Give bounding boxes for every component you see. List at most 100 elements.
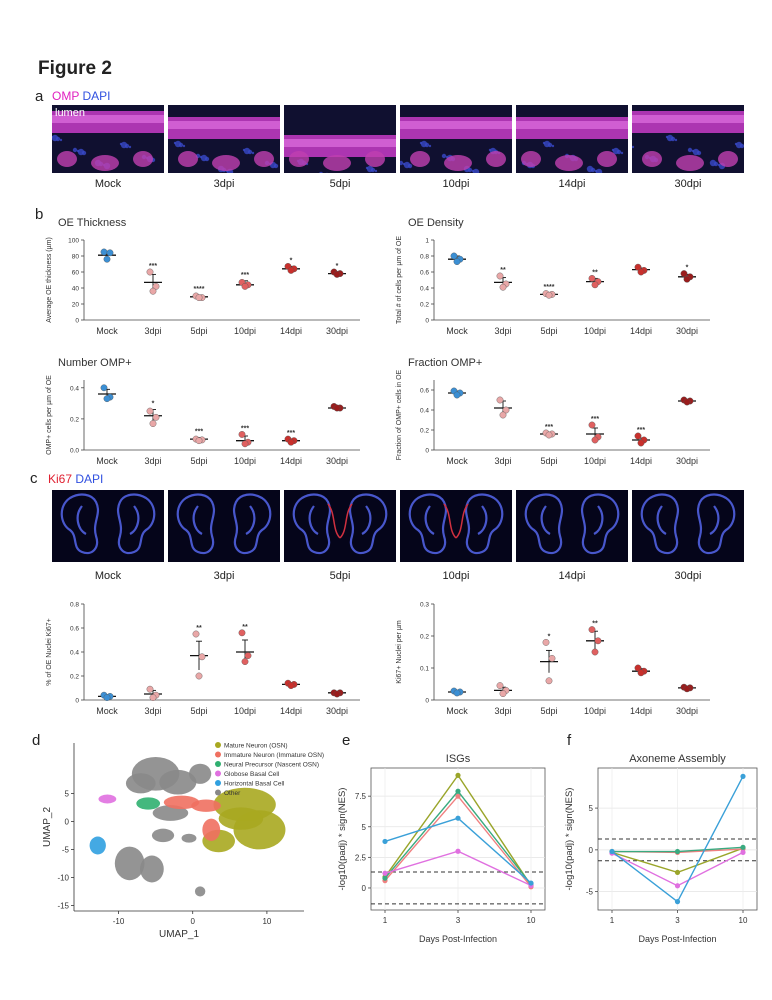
y-tick-label: 0.0 xyxy=(70,448,79,455)
data-point xyxy=(103,694,111,702)
y-tick-label: -15 xyxy=(57,901,69,910)
y-tick-label: 0.1 xyxy=(420,666,429,673)
x-axis-label: Days Post-Infection xyxy=(638,934,716,944)
micrograph-c-3 xyxy=(400,490,512,562)
y-tick-label: 60 xyxy=(72,270,80,277)
series-point xyxy=(609,848,615,855)
data-point xyxy=(100,384,108,392)
micrograph-caption: Mock xyxy=(94,178,122,190)
data-point xyxy=(594,637,602,645)
series-point xyxy=(455,772,461,778)
significance-marker: * xyxy=(152,401,155,408)
y-axis-label: Average OE thickness (µm) xyxy=(46,237,53,323)
series-point xyxy=(455,793,461,799)
significance-marker: ** xyxy=(592,269,598,276)
data-point xyxy=(502,406,510,414)
y-axis-label: OMP+ cells per µm of OE xyxy=(46,375,53,455)
significance-marker: * xyxy=(548,633,551,640)
x-tick-label: 3dpi xyxy=(494,706,511,716)
panel-label-f: f xyxy=(567,732,572,749)
legend-swatch xyxy=(215,761,221,767)
x-tick-label: 1 xyxy=(383,916,388,925)
x-tick-label: -10 xyxy=(113,917,125,926)
data-point xyxy=(591,648,599,656)
x-tick-label: 10 xyxy=(527,916,536,925)
x-tick-label: 10dpi xyxy=(234,456,256,466)
ki67-stain-label: Ki67 xyxy=(48,472,73,486)
chart-axoneme-assembly: Axoneme Assembly -log10(padj) * sign(NES)… xyxy=(560,748,765,948)
legend-label: Other xyxy=(224,790,241,797)
panel-label-c: c xyxy=(30,470,38,487)
micrograph-c-5 xyxy=(632,490,744,562)
x-tick-label: 3dpi xyxy=(494,456,511,466)
data-point xyxy=(545,677,553,685)
y-tick-label: 0.6 xyxy=(420,388,429,395)
y-tick-label: 0 xyxy=(425,448,429,455)
y-tick-label: 0.2 xyxy=(70,416,79,423)
y-tick-label: 0 xyxy=(75,318,79,325)
y-tick-label: 0.8 xyxy=(70,602,79,609)
chart-fraction-omp: Fraction OMP+ Fraction of OMP+ cells in O… xyxy=(392,352,722,472)
y-tick-label: 0.4 xyxy=(420,408,429,415)
significance-marker: * xyxy=(686,265,689,272)
data-point xyxy=(683,398,691,406)
data-point xyxy=(244,652,252,659)
chart-svg: OE Density Total # of cells per µm of OE 0… xyxy=(396,217,710,336)
x-tick-label: 5dpi xyxy=(190,456,207,466)
y-axis-label: UMAP_2 xyxy=(42,807,53,847)
umap-cluster xyxy=(125,773,156,794)
data-point xyxy=(450,252,458,260)
x-tick-label: 14dpi xyxy=(280,326,302,336)
data-point xyxy=(591,436,599,444)
micrograph-caption: 30dpi xyxy=(674,178,702,190)
chart-title: Fraction OMP+ xyxy=(408,357,482,369)
data-point xyxy=(453,391,461,399)
panel-c-stain-legend: Ki67 DAPI xyxy=(48,472,103,486)
x-tick-label: 30dpi xyxy=(676,456,698,466)
series-point xyxy=(674,899,681,905)
x-tick-label: 14dpi xyxy=(630,706,652,716)
chart-svg: ISGs -log10(padj) * sign(NES) Days Post-In… xyxy=(337,753,546,944)
micrograph-caption: 5dpi xyxy=(329,178,351,190)
umap-cluster xyxy=(191,799,221,812)
y-tick-label: 7.5 xyxy=(355,792,367,801)
micrograph-caption: 3dpi xyxy=(213,178,235,190)
y-tick-label: 0.3 xyxy=(420,602,429,609)
x-tick-label: 3dpi xyxy=(144,456,161,466)
data-point xyxy=(192,630,200,638)
data-point xyxy=(241,440,249,448)
data-point xyxy=(637,669,645,677)
x-axis-label: UMAP_1 xyxy=(159,929,199,940)
x-tick-label: 10dpi xyxy=(234,706,256,716)
y-tick-label: 0 xyxy=(425,698,429,705)
series-point xyxy=(455,848,461,854)
x-tick-label: 0 xyxy=(190,917,195,926)
x-tick-label: 10dpi xyxy=(234,326,256,336)
data-point xyxy=(238,431,246,438)
significance-marker: *** xyxy=(287,430,295,437)
y-tick-label: 0 xyxy=(589,846,594,855)
series-point xyxy=(674,848,681,855)
x-tick-label: 1 xyxy=(610,916,615,925)
micrograph-caption: 3dpi xyxy=(213,570,235,582)
micrograph-a-2 xyxy=(284,105,396,173)
y-axis-label: Total # of cells per µm of OE xyxy=(396,236,403,324)
x-tick-label: Mock xyxy=(446,456,468,466)
data-point xyxy=(103,255,111,263)
x-tick-label: 30dpi xyxy=(676,326,698,336)
x-axis-label: Days Post-Infection xyxy=(419,934,497,944)
data-point xyxy=(198,653,206,661)
series-point xyxy=(382,870,388,876)
data-point xyxy=(241,283,249,290)
x-tick-label: 3dpi xyxy=(144,326,161,336)
legend-swatch xyxy=(215,751,221,758)
y-tick-label: 0 xyxy=(425,318,429,325)
y-tick-label: 0.4 xyxy=(70,650,79,657)
data-point xyxy=(453,689,461,697)
significance-marker: ** xyxy=(500,267,506,274)
series-point xyxy=(674,869,681,876)
series-point xyxy=(382,875,388,881)
data-point xyxy=(149,420,157,427)
y-axis-label: Fraction of OMP+ cells in OE xyxy=(396,369,403,460)
legend-swatch xyxy=(215,742,221,748)
